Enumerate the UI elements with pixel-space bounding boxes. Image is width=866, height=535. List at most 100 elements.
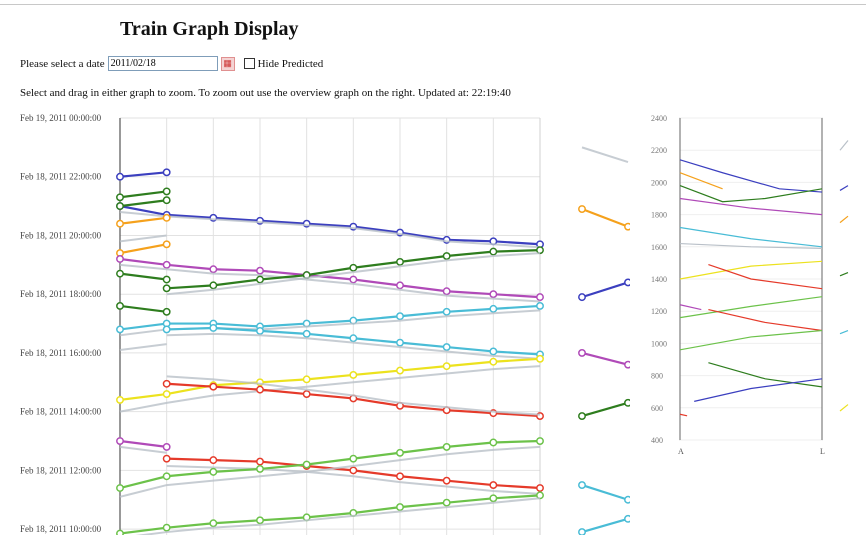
overview-series-line — [679, 197, 823, 216]
train-series-line — [119, 199, 167, 208]
train-series-point — [256, 385, 264, 394]
train-series-point — [489, 347, 498, 356]
train-series-line — [119, 494, 541, 535]
train-series-point — [302, 375, 311, 384]
train-series-point — [116, 395, 124, 404]
y-tick-label: Feb 18, 2011 12:00:00 — [20, 465, 102, 475]
page-title: Train Graph Display — [120, 18, 299, 40]
train-series-point — [349, 275, 358, 284]
train-series-point — [536, 484, 544, 492]
train-segment-point — [624, 360, 630, 369]
overview-graph[interactable]: 2400 2200 2000 1800 1600 1400 1200 1000 800 600 40… — [640, 108, 866, 535]
overview-edge-segment — [839, 404, 849, 412]
y-tick-label: Feb 18, 2011 16:00:00 — [20, 348, 102, 358]
train-series-point — [256, 275, 264, 284]
instructions-text: Select and drag in either graph to zoom.… — [20, 87, 511, 99]
train-segment-point — [624, 278, 630, 287]
train-series-point — [442, 307, 451, 316]
train-segment-line — [581, 484, 629, 501]
train-segment-point — [578, 528, 586, 535]
train-segment-point — [624, 495, 630, 504]
train-series-point — [256, 326, 264, 335]
train-series-point — [396, 338, 404, 347]
train-series-point — [162, 390, 171, 398]
train-series-point — [442, 442, 451, 451]
train-series-point — [256, 457, 264, 466]
train-series-point — [209, 324, 218, 332]
hide-predicted-checkbox[interactable] — [243, 58, 255, 69]
train-segment-line — [581, 351, 629, 366]
overview-series-line — [679, 159, 823, 193]
train-series-point — [489, 481, 498, 490]
train-series-point — [489, 290, 498, 299]
overview-y-tick-label: 400 — [651, 436, 663, 445]
date-label: Please select a date — [20, 57, 105, 70]
train-series-point — [396, 448, 404, 457]
train-series-point — [349, 263, 358, 272]
train-series-line — [166, 375, 541, 416]
train-series-point — [536, 293, 544, 302]
train-series-line — [119, 439, 541, 490]
train-series-point — [302, 460, 311, 469]
train-segment-line — [581, 401, 629, 418]
train-series-point — [396, 281, 404, 290]
train-series-point — [442, 362, 451, 371]
train-series-point — [209, 519, 218, 528]
calendar-icon[interactable]: ▦ — [220, 56, 235, 71]
train-series-line — [119, 445, 541, 498]
train-series-line — [119, 263, 541, 303]
date-input[interactable] — [107, 56, 218, 71]
train-series-point — [489, 494, 498, 503]
overview-series-line — [679, 242, 823, 250]
train-series-point — [256, 464, 264, 473]
train-series-line — [135, 497, 541, 535]
train-series-line — [119, 445, 167, 454]
train-series-point — [116, 437, 124, 445]
train-series-point — [209, 456, 218, 465]
train-series-line — [119, 210, 541, 249]
overview-edge-segment — [839, 215, 849, 224]
train-series-point — [396, 257, 404, 266]
train-series-point — [349, 466, 358, 475]
train-series-point — [489, 438, 498, 447]
y-tick-label: Feb 18, 2011 14:00:00 — [20, 407, 102, 417]
train-segment-point — [578, 348, 586, 357]
train-segment-point — [578, 205, 586, 213]
train-series-line — [166, 332, 541, 360]
overview-edge-segment — [839, 185, 849, 191]
overview-edge-segment — [839, 272, 849, 277]
train-series-point — [162, 260, 171, 269]
train-series-line — [119, 439, 167, 448]
train-series-point — [162, 523, 171, 532]
train-series-point — [162, 307, 171, 316]
train-series-point — [209, 265, 218, 274]
overview-series-line — [679, 304, 702, 311]
train-series-point — [162, 284, 171, 293]
train-series-point — [302, 390, 311, 398]
train-series-point — [162, 454, 171, 463]
train-series-point — [162, 168, 171, 177]
train-series-point — [442, 476, 451, 485]
y-tick-label: Feb 18, 2011 10:00:00 — [20, 524, 102, 534]
train-series-point — [116, 202, 124, 211]
train-series-line — [119, 304, 167, 313]
train-segment-point — [578, 481, 586, 490]
train-series-point — [162, 275, 171, 284]
train-series-point — [349, 334, 358, 343]
train-series-point — [162, 196, 171, 205]
train-series-point — [349, 371, 358, 379]
train-series-point — [116, 325, 124, 334]
overview-series-line — [708, 309, 823, 332]
overview-y-tick-label: 2200 — [651, 146, 667, 155]
overview-y-tick-label: 1600 — [651, 243, 667, 252]
overview-y-tick-label: 800 — [651, 372, 663, 381]
overview-series-line — [679, 413, 688, 417]
main-graph[interactable]: Feb 19, 2011 00:00:00 Feb 18, 2011 22:00:… — [0, 108, 630, 535]
train-segment-line — [581, 281, 629, 299]
train-series-point — [209, 467, 218, 476]
train-segment-point — [624, 222, 630, 231]
overview-y-tick-label: 1200 — [651, 307, 667, 316]
train-series-point — [116, 255, 124, 263]
train-series-point — [162, 213, 171, 222]
overview-y-tick-label: 1400 — [651, 275, 667, 284]
